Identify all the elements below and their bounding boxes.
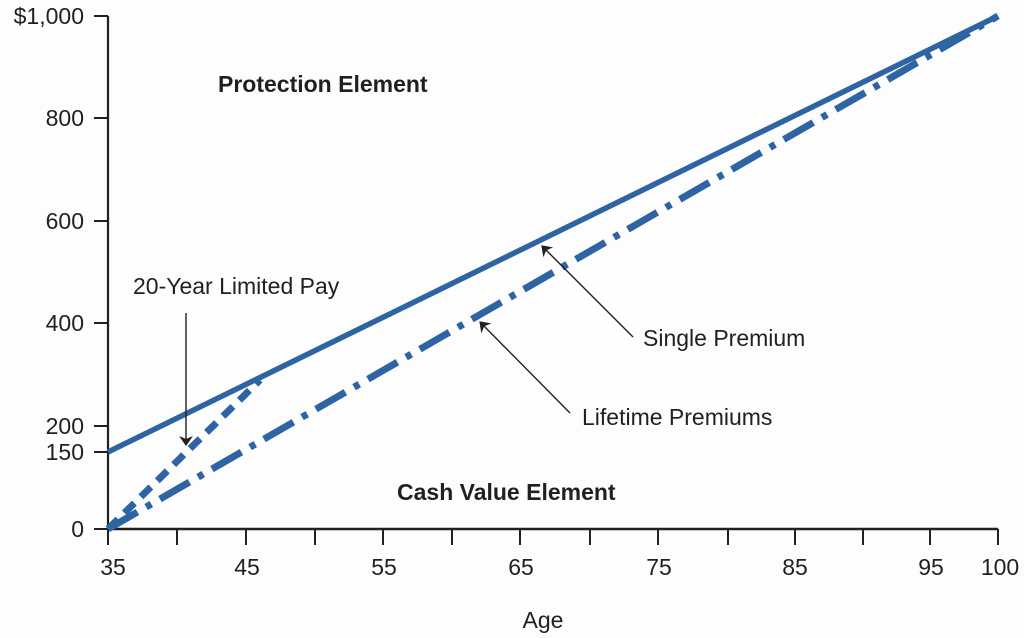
- y-tick-400: 400: [46, 310, 84, 336]
- single-premium-annotation: Single Premium: [643, 325, 805, 351]
- y-tick-800: 800: [46, 105, 84, 131]
- limited-pay-annotation: 20-Year Limited Pay: [133, 273, 340, 299]
- y-axis: [94, 15, 110, 530]
- x-axis: [107, 527, 999, 545]
- x-tick-65: 65: [508, 554, 534, 580]
- x-tick-85: 85: [782, 554, 808, 580]
- x-tick-100: 100: [981, 554, 1019, 580]
- series-lifetime-premiums: [106, 12, 1000, 533]
- x-tick-45: 45: [234, 554, 260, 580]
- y-tick-600: 600: [46, 208, 84, 234]
- cash-value-element-label: Cash Value Element: [397, 479, 616, 505]
- y-tick-200: 200: [46, 413, 84, 439]
- x-tick-55: 55: [371, 554, 397, 580]
- x-tick-75: 75: [646, 554, 672, 580]
- x-tick-35: 35: [100, 554, 126, 580]
- y-tick-1000: $1,000: [14, 3, 84, 29]
- y-tick-150: 150: [46, 439, 84, 465]
- lifetime-premiums-arrow: [479, 321, 571, 414]
- series-20-year-limited-pay: [105, 377, 263, 532]
- protection-element-label: Protection Element: [218, 71, 428, 97]
- y-tick-0: 0: [71, 516, 84, 542]
- x-axis-title: Age: [523, 607, 564, 633]
- x-tick-95: 95: [918, 554, 944, 580]
- single-premium-arrow: [541, 245, 634, 338]
- lifetime-premiums-annotation: Lifetime Premiums: [582, 404, 772, 430]
- series-single-premium: [106, 13, 1000, 455]
